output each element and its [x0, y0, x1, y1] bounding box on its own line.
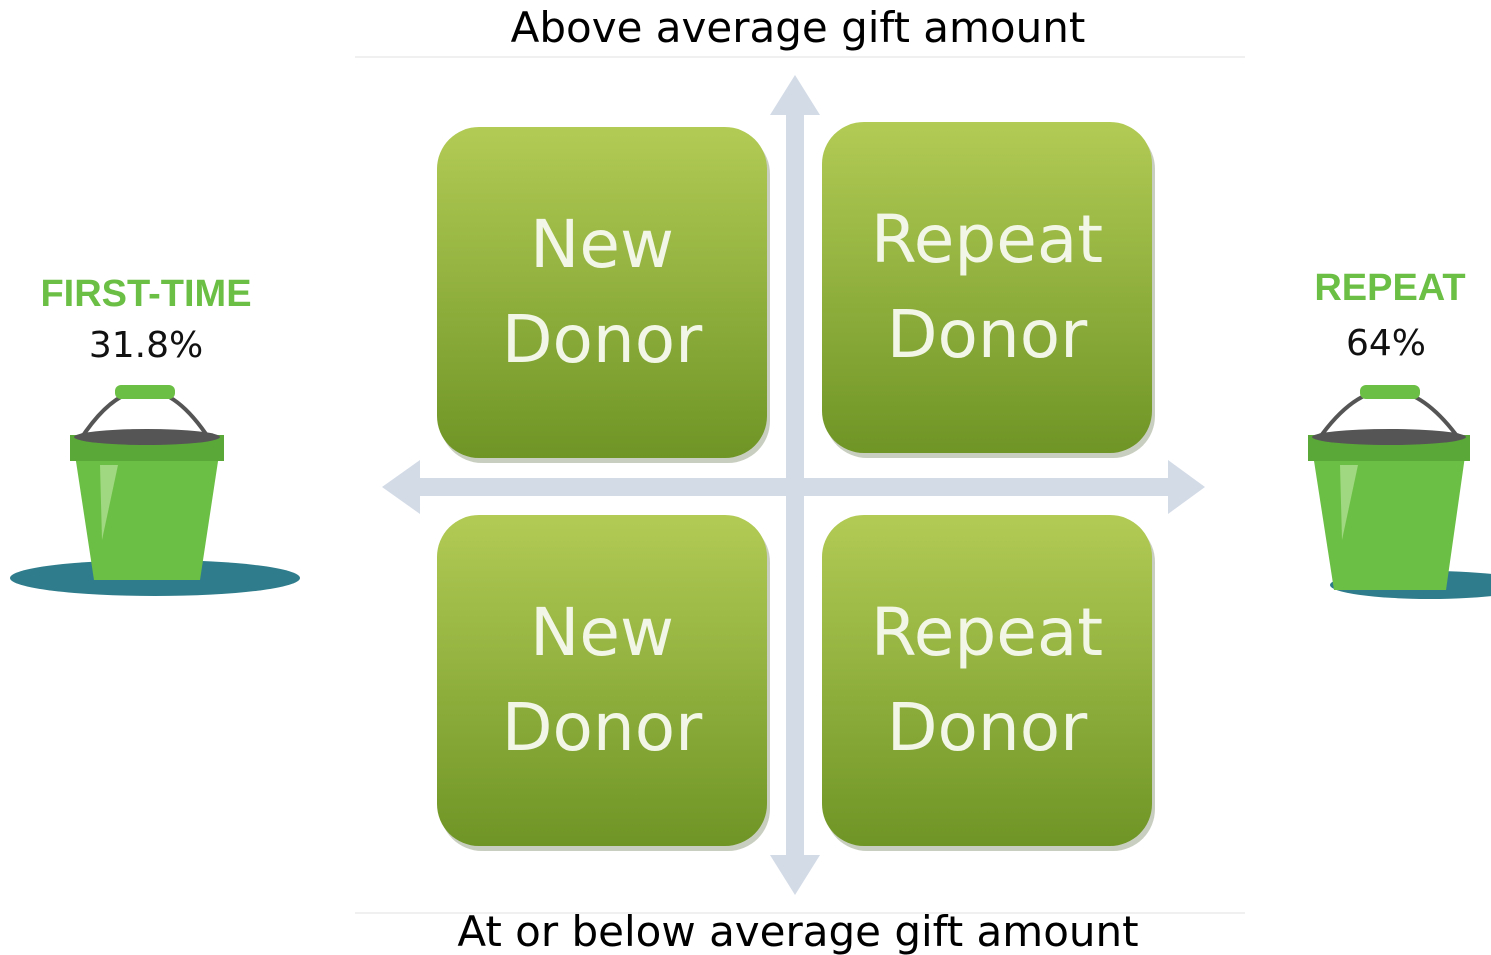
quadrant-label: New [530, 594, 674, 671]
bottom-label: At or below average gift amount [457, 907, 1138, 955]
quadrant [822, 515, 1152, 846]
top-label: Above average gift amount [511, 3, 1086, 52]
quadrant-label: New [530, 206, 674, 283]
quadrant [437, 127, 767, 458]
bucket-value: 31.8% [89, 325, 203, 366]
bucket-title: FIRST-TIME [40, 273, 251, 315]
quadrant [437, 515, 767, 846]
diagram: Above average gift amount At or below av… [0, 0, 1491, 955]
bucket-icon [10, 385, 300, 596]
quadrant-label: Donor [502, 689, 703, 766]
quadrant-label: Donor [887, 689, 1088, 766]
bucket-value: 64% [1346, 323, 1426, 364]
quadrant-label: Donor [502, 301, 703, 378]
quadrant [822, 122, 1152, 453]
quadrant-label: Repeat [871, 201, 1103, 278]
quadrant-label: Repeat [871, 594, 1103, 671]
quadrant-label: Donor [887, 296, 1088, 373]
bucket-icon [1308, 385, 1491, 599]
bucket-title: REPEAT [1314, 267, 1465, 309]
